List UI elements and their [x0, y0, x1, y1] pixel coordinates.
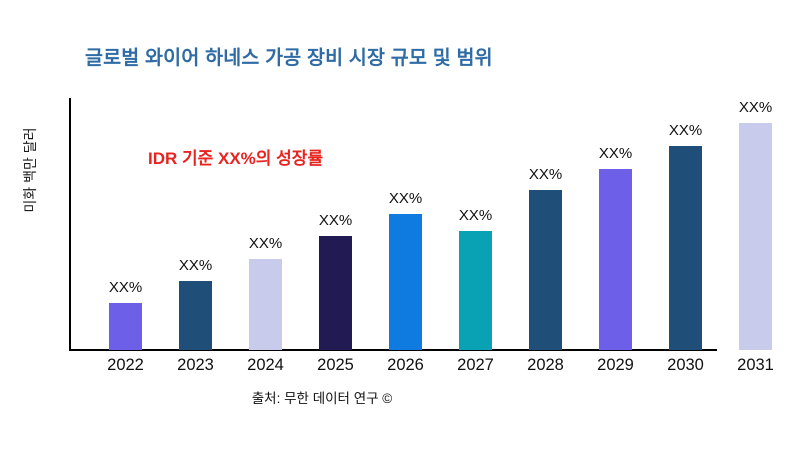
bar-2031	[739, 122, 772, 350]
x-axis-line	[69, 349, 717, 351]
bar-value-label-2031: XX%	[738, 98, 773, 116]
x-tick-2029: 2029	[597, 356, 634, 374]
bar-value-label-2025: XX%	[318, 212, 353, 230]
chart-title: 글로벌 와이어 하네스 가공 장비 시장 규모 및 범위	[85, 47, 493, 69]
x-tick-2027: 2027	[457, 356, 494, 374]
x-tick-2030: 2030	[667, 356, 704, 374]
bar-2027	[459, 231, 492, 350]
x-tick-2028: 2028	[527, 356, 564, 374]
source-credit: 출처: 무한 데이터 연구 ©	[251, 391, 393, 406]
bar-2023	[179, 281, 212, 350]
growth-rate-annotation: IDR 기준 XX%의 성장률	[148, 149, 324, 168]
x-tick-2025: 2025	[317, 356, 354, 374]
bar-value-label-2029: XX%	[598, 144, 633, 162]
bar-value-label-2022: XX%	[108, 279, 143, 297]
bar-2025	[319, 236, 352, 350]
bar-2022	[109, 303, 142, 350]
x-tick-2026: 2026	[387, 356, 424, 374]
bar-value-label-2030: XX%	[668, 121, 703, 139]
bar-value-label-2028: XX%	[528, 165, 563, 183]
bar-2028	[529, 189, 562, 350]
bar-value-label-2024: XX%	[248, 235, 283, 253]
bar-2026	[389, 213, 422, 350]
x-tick-2031: 2031	[737, 356, 774, 374]
bar-2029	[599, 168, 632, 350]
y-axis-line	[69, 98, 71, 351]
bar-2030	[669, 145, 702, 350]
bar-value-label-2023: XX%	[178, 257, 213, 275]
bar-value-label-2027: XX%	[458, 207, 493, 225]
x-tick-2022: 2022	[107, 356, 144, 374]
bar-value-label-2026: XX%	[388, 189, 423, 207]
x-tick-2024: 2024	[247, 356, 284, 374]
x-tick-2023: 2023	[177, 356, 214, 374]
bar-2024	[249, 259, 282, 350]
